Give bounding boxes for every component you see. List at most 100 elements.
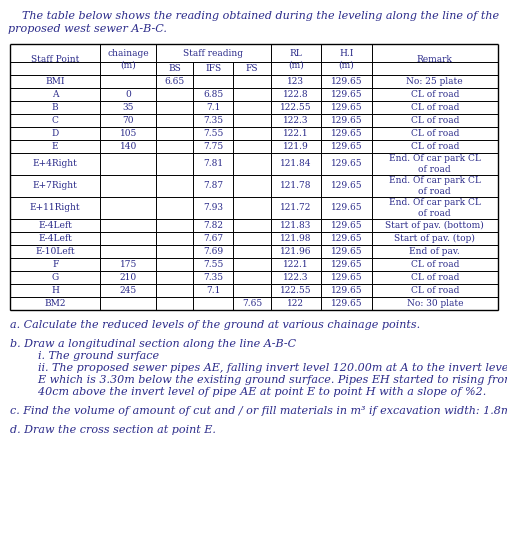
Text: 7.81: 7.81 <box>203 159 224 168</box>
Text: 40cm above the invert level of pipe AE at point E to point H with a slope of %2.: 40cm above the invert level of pipe AE a… <box>10 387 486 397</box>
Text: BS: BS <box>168 64 181 73</box>
Text: 129.65: 129.65 <box>331 299 362 308</box>
Text: B: B <box>52 103 58 112</box>
Text: c. Find the volume of amount of cut and / or fill materials in m³ if excavation : c. Find the volume of amount of cut and … <box>10 406 507 416</box>
Text: H.I
(m): H.I (m) <box>339 49 354 69</box>
Text: End. Of car park CL
of road: End. Of car park CL of road <box>389 176 481 196</box>
Text: Staff Point: Staff Point <box>31 55 80 64</box>
Text: Start of pav. (top): Start of pav. (top) <box>394 234 475 243</box>
Text: Remark: Remark <box>417 55 453 64</box>
Text: 121.9: 121.9 <box>283 142 309 151</box>
Text: 105: 105 <box>120 129 137 138</box>
Text: 123: 123 <box>287 77 304 86</box>
Text: End. Of car park CL
of road: End. Of car park CL of road <box>389 198 481 218</box>
Text: b. Draw a longitudinal section along the line A-B-C: b. Draw a longitudinal section along the… <box>10 339 296 349</box>
Text: CL of road: CL of road <box>411 90 459 99</box>
Text: 129.65: 129.65 <box>331 77 362 86</box>
Text: proposed west sewer A-B-C.: proposed west sewer A-B-C. <box>8 24 167 34</box>
Text: a. Calculate the reduced levels of the ground at various chainage points.: a. Calculate the reduced levels of the g… <box>10 320 420 330</box>
Text: 122.1: 122.1 <box>283 129 309 138</box>
Text: 129.65: 129.65 <box>331 142 362 151</box>
Text: 129.65: 129.65 <box>331 286 362 295</box>
Text: 210: 210 <box>120 273 137 282</box>
Text: 245: 245 <box>120 286 137 295</box>
Text: ii. The proposed sewer pipes AE, falling invert level 120.00m at A to the invert: ii. The proposed sewer pipes AE, falling… <box>10 363 507 373</box>
Text: 129.65: 129.65 <box>331 159 362 168</box>
Text: 121.96: 121.96 <box>280 247 312 256</box>
Text: chainage
(m): chainage (m) <box>107 49 149 69</box>
Text: 122.1: 122.1 <box>283 260 309 269</box>
Text: A: A <box>52 90 58 99</box>
Text: 121.83: 121.83 <box>280 221 312 230</box>
Text: d. Draw the cross section at point E.: d. Draw the cross section at point E. <box>10 425 216 435</box>
Text: 6.65: 6.65 <box>165 77 185 86</box>
Text: 35: 35 <box>123 103 134 112</box>
Text: 129.65: 129.65 <box>331 247 362 256</box>
Text: CL of road: CL of road <box>411 142 459 151</box>
Text: 129.65: 129.65 <box>331 273 362 282</box>
Text: 7.35: 7.35 <box>203 273 224 282</box>
Text: CL of road: CL of road <box>411 116 459 125</box>
Text: BM2: BM2 <box>45 299 66 308</box>
Text: 7.65: 7.65 <box>242 299 262 308</box>
Text: CL of road: CL of road <box>411 286 459 295</box>
Text: 7.1: 7.1 <box>206 103 221 112</box>
Text: 122.3: 122.3 <box>283 116 309 125</box>
Text: 129.65: 129.65 <box>331 203 362 212</box>
Text: The table below shows the reading obtained during the leveling along the line of: The table below shows the reading obtain… <box>8 11 499 21</box>
Text: 7.35: 7.35 <box>203 116 224 125</box>
Text: 129.65: 129.65 <box>331 260 362 269</box>
Text: E-4Left: E-4Left <box>38 234 72 243</box>
Text: F: F <box>52 260 58 269</box>
Text: E-4Left: E-4Left <box>38 221 72 230</box>
Text: FS: FS <box>246 64 258 73</box>
Text: 129.65: 129.65 <box>331 116 362 125</box>
Text: 0: 0 <box>125 90 131 99</box>
Text: BMI: BMI <box>46 77 65 86</box>
Text: 122.55: 122.55 <box>280 286 312 295</box>
Text: 121.72: 121.72 <box>280 203 312 212</box>
Text: 6.85: 6.85 <box>203 90 224 99</box>
Text: 7.67: 7.67 <box>203 234 224 243</box>
Text: Staff reading: Staff reading <box>184 49 243 58</box>
Text: 7.75: 7.75 <box>203 142 224 151</box>
Text: 121.78: 121.78 <box>280 182 312 191</box>
Text: 129.65: 129.65 <box>331 234 362 243</box>
Text: 121.84: 121.84 <box>280 159 312 168</box>
Text: G: G <box>52 273 59 282</box>
Text: No: 30 plate: No: 30 plate <box>407 299 463 308</box>
Text: E-10Left: E-10Left <box>35 247 75 256</box>
Text: 122.55: 122.55 <box>280 103 312 112</box>
Text: 175: 175 <box>120 260 137 269</box>
Text: No: 25 plate: No: 25 plate <box>407 77 463 86</box>
Text: 122: 122 <box>287 299 304 308</box>
Text: i. The ground surface: i. The ground surface <box>10 351 159 361</box>
Text: 129.65: 129.65 <box>331 129 362 138</box>
Text: CL of road: CL of road <box>411 260 459 269</box>
Text: 7.55: 7.55 <box>203 260 224 269</box>
Text: IFS: IFS <box>205 64 222 73</box>
Text: 7.93: 7.93 <box>203 203 224 212</box>
Text: End of pav.: End of pav. <box>410 247 460 256</box>
Text: 7.55: 7.55 <box>203 129 224 138</box>
Text: E+11Right: E+11Right <box>30 203 81 212</box>
Text: E which is 3.30m below the existing ground surface. Pipes EH started to rising f: E which is 3.30m below the existing grou… <box>10 375 507 385</box>
Text: RL
(m): RL (m) <box>288 49 304 69</box>
Text: CL of road: CL of road <box>411 103 459 112</box>
Text: CL of road: CL of road <box>411 129 459 138</box>
Text: D: D <box>52 129 59 138</box>
Text: 129.65: 129.65 <box>331 221 362 230</box>
Text: E+4Right: E+4Right <box>33 159 78 168</box>
Text: 121.98: 121.98 <box>280 234 312 243</box>
Text: 7.82: 7.82 <box>203 221 224 230</box>
Text: Start of pav. (bottom): Start of pav. (bottom) <box>385 221 484 230</box>
Text: 70: 70 <box>123 116 134 125</box>
Text: 140: 140 <box>120 142 137 151</box>
Text: 129.65: 129.65 <box>331 182 362 191</box>
Text: 122.3: 122.3 <box>283 273 309 282</box>
Text: 122.8: 122.8 <box>283 90 309 99</box>
Text: 7.69: 7.69 <box>203 247 224 256</box>
Text: C: C <box>52 116 59 125</box>
Text: H: H <box>51 286 59 295</box>
Text: 129.65: 129.65 <box>331 103 362 112</box>
